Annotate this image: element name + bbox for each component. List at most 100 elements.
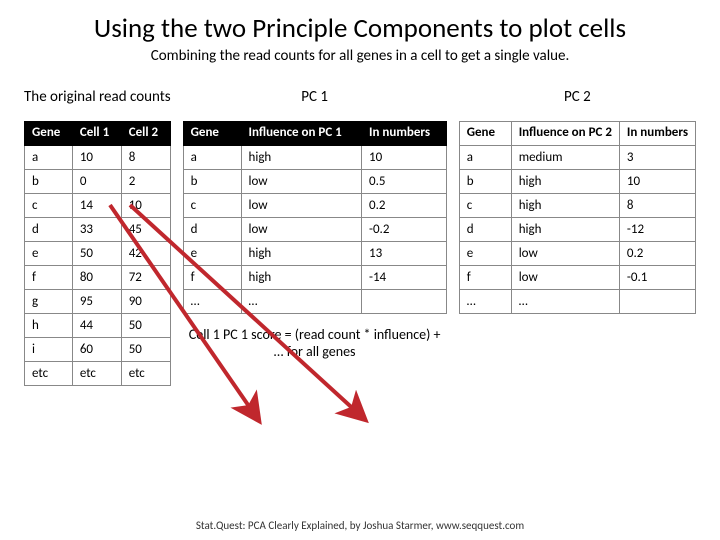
pc2-row: bhigh10	[459, 169, 695, 193]
read-counts-cell: 45	[121, 217, 170, 241]
content-layout: The original read counts Gene Cell 1 Cel…	[24, 79, 696, 386]
pc2-cell: d	[459, 217, 511, 241]
pc1-cell: b	[183, 169, 241, 193]
table-pc1: Gene Influence on PC 1 In numbers ahigh1…	[183, 121, 447, 314]
pc2-cell: low	[511, 241, 619, 265]
read-counts-cell: 8	[121, 145, 170, 169]
pc1-cell: -14	[361, 265, 446, 289]
pc2-cell: …	[459, 289, 511, 313]
pc1-cell: high	[241, 265, 361, 289]
pc2-cell: high	[511, 193, 619, 217]
pc2-cell: a	[459, 145, 511, 169]
read-counts-cell: a	[25, 145, 73, 169]
pc1-cell: …	[241, 289, 361, 313]
pc1-cell: e	[183, 241, 241, 265]
pc1-cell: d	[183, 217, 241, 241]
read-counts-row: e5042	[25, 241, 171, 265]
pc1-cell: low	[241, 169, 361, 193]
read-counts-cell: 10	[72, 145, 121, 169]
table-pc2: Gene Influence on PC 2 In numbers amediu…	[459, 121, 696, 314]
read-counts-row: g9590	[25, 289, 171, 313]
pc1-cell: a	[183, 145, 241, 169]
pc2-row: dhigh-12	[459, 217, 695, 241]
pc1-cell: f	[183, 265, 241, 289]
pc2-cell: 10	[619, 169, 695, 193]
read-counts-row: f8072	[25, 265, 171, 289]
table-read-counts: Gene Cell 1 Cell 2 a108b02c1410d3345e504…	[24, 121, 171, 386]
t2-h2: In numbers	[361, 122, 446, 146]
read-counts-cell: 50	[72, 241, 121, 265]
pc2-cell: 3	[619, 145, 695, 169]
page-subtitle: Combining the read counts for all genes …	[24, 47, 696, 65]
read-counts-cell: 33	[72, 217, 121, 241]
pc2-cell: low	[511, 265, 619, 289]
read-counts-cell: 90	[121, 289, 170, 313]
read-counts-cell: 80	[72, 265, 121, 289]
col3-heading: PC 2	[459, 79, 696, 115]
read-counts-cell: g	[25, 289, 73, 313]
read-counts-row: d3345	[25, 217, 171, 241]
pc2-cell: -0.1	[619, 265, 695, 289]
pc2-cell: high	[511, 217, 619, 241]
pc2-cell: c	[459, 193, 511, 217]
read-counts-row: etcetcetc	[25, 361, 171, 385]
pc1-row: clow0.2	[183, 193, 446, 217]
column-pc1: PC 1 Gene Influence on PC 1 In numbers a…	[183, 79, 447, 360]
read-counts-cell: 14	[72, 193, 121, 217]
pc2-row: flow-0.1	[459, 265, 695, 289]
read-counts-cell: 42	[121, 241, 170, 265]
page-title: Using the two Principle Components to pl…	[24, 12, 696, 45]
read-counts-cell: 44	[72, 313, 121, 337]
pc2-cell: -12	[619, 217, 695, 241]
col1-heading: The original read counts	[24, 79, 171, 115]
read-counts-row: b02	[25, 169, 171, 193]
pc1-cell: 10	[361, 145, 446, 169]
col2-heading: PC 1	[183, 79, 447, 115]
pc1-row: ahigh10	[183, 145, 446, 169]
read-counts-row: i6050	[25, 337, 171, 361]
column-read-counts: The original read counts Gene Cell 1 Cel…	[24, 79, 171, 386]
read-counts-cell: etc	[25, 361, 73, 385]
footer-text: Stat.Quest: PCA Clearly Explained, by Jo…	[0, 519, 720, 532]
read-counts-cell: etc	[121, 361, 170, 385]
t1-h2: Cell 2	[121, 122, 170, 146]
t3-h1: Influence on PC 2	[511, 122, 619, 146]
t1-h1: Cell 1	[72, 122, 121, 146]
pc1-cell: 0.5	[361, 169, 446, 193]
read-counts-row: h4450	[25, 313, 171, 337]
read-counts-cell: c	[25, 193, 73, 217]
pc1-cell: -0.2	[361, 217, 446, 241]
pc1-cell: low	[241, 193, 361, 217]
pc2-cell: high	[511, 169, 619, 193]
read-counts-cell: 10	[121, 193, 170, 217]
read-counts-cell: 50	[121, 337, 170, 361]
pc1-cell	[361, 289, 446, 313]
pc2-cell: e	[459, 241, 511, 265]
pc2-row: elow0.2	[459, 241, 695, 265]
pc2-cell: medium	[511, 145, 619, 169]
pc1-row: ehigh13	[183, 241, 446, 265]
read-counts-cell: 95	[72, 289, 121, 313]
pc1-cell: 0.2	[361, 193, 446, 217]
t2-h1: Influence on PC 1	[241, 122, 361, 146]
t3-h0: Gene	[459, 122, 511, 146]
pc2-cell	[619, 289, 695, 313]
read-counts-cell: h	[25, 313, 73, 337]
pc1-cell: high	[241, 241, 361, 265]
pc1-cell: 13	[361, 241, 446, 265]
read-counts-row: a108	[25, 145, 171, 169]
pc1-row: ……	[183, 289, 446, 313]
read-counts-cell: 50	[121, 313, 170, 337]
read-counts-cell: f	[25, 265, 73, 289]
pc2-row: chigh8	[459, 193, 695, 217]
pc2-cell: 0.2	[619, 241, 695, 265]
pc2-cell: f	[459, 265, 511, 289]
pc1-cell: …	[183, 289, 241, 313]
read-counts-cell: e	[25, 241, 73, 265]
pc1-row: fhigh-14	[183, 265, 446, 289]
read-counts-row: c1410	[25, 193, 171, 217]
pc1-row: dlow-0.2	[183, 217, 446, 241]
read-counts-cell: 0	[72, 169, 121, 193]
pc2-cell: b	[459, 169, 511, 193]
pc2-row: amedium3	[459, 145, 695, 169]
